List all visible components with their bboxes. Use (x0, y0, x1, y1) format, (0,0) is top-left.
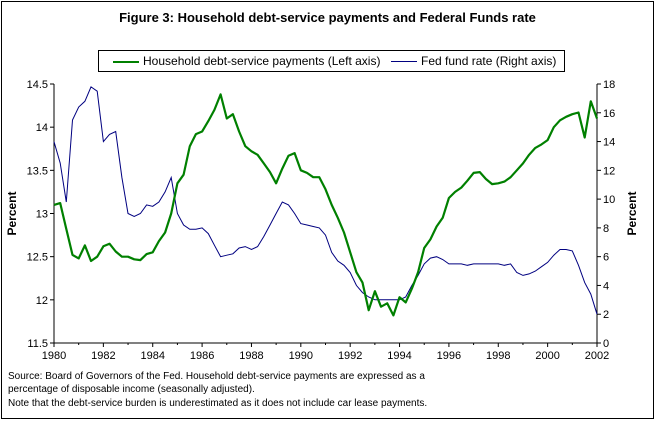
right-tick-label: 4 (603, 280, 609, 292)
left-tick-label: 13.5 (27, 165, 48, 177)
x-tick-label: 1980 (42, 350, 66, 362)
legend-item-fed: Fed fund rate (Right axis) (391, 54, 556, 68)
right-tick-label: 16 (603, 108, 615, 120)
x-tick-label: 1982 (91, 350, 115, 362)
x-tick-label: 1992 (338, 350, 362, 362)
right-tick-label: 18 (603, 79, 615, 91)
x-tick-label: 1984 (140, 350, 164, 362)
right-tick-label: 14 (603, 137, 615, 149)
x-tick-label: 1990 (289, 350, 313, 362)
legend-label-debt: Household debt-service payments (Left ax… (143, 54, 381, 68)
chart-title: Figure 3: Household debt-service payment… (119, 10, 536, 25)
series-marks (53, 86, 599, 317)
right-tick-label: 0 (603, 338, 609, 350)
left-tick-label: 13 (36, 209, 48, 221)
left-tick-label: 14.5 (27, 79, 48, 91)
left-tick-label: 12.5 (27, 252, 48, 264)
legend-swatch-debt (113, 60, 139, 63)
x-tick-label: 1998 (486, 350, 510, 362)
x-tick-label: 1996 (437, 350, 461, 362)
left-tick-label: 11.5 (27, 338, 48, 350)
left-tick-label: 14 (36, 122, 48, 134)
legend-item-debt: Household debt-service payments (Left ax… (113, 54, 380, 68)
x-tick-label: 2000 (535, 350, 559, 362)
legend: Household debt-service payments (Left ax… (98, 50, 565, 72)
x-tick-label: 1988 (239, 350, 263, 362)
right-tick-label: 6 (603, 252, 609, 264)
legend-swatch-fed (391, 61, 417, 63)
right-tick-label: 2 (603, 309, 609, 321)
right-tick-label: 10 (603, 194, 615, 206)
series-line-fed-fund-rate (53, 86, 598, 315)
source-note-line-1: Source: Board of Governors of the Fed. H… (8, 371, 425, 382)
left-axis-title: Percent (5, 191, 19, 235)
axis-labels: 11.5 12 12.5 13 13.5 14 14.5 0 2 4 6 8 10 12 14 16 18 198… (5, 79, 639, 362)
x-tick-label: 2002 (585, 350, 609, 362)
x-tick-label: 1986 (190, 350, 214, 362)
right-axis-title: Percent (625, 191, 639, 235)
axes (50, 83, 601, 347)
source-note-line-3: Note that the debt-service burden is und… (8, 398, 428, 409)
source-note-line-2: percentage of disposable income (seasona… (8, 384, 255, 395)
x-tick-label: 1994 (387, 350, 411, 362)
legend-label-fed: Fed fund rate (Right axis) (421, 54, 557, 68)
left-tick-label: 12 (36, 295, 48, 307)
series-line-debt-service (53, 93, 599, 317)
right-tick-label: 8 (603, 223, 609, 235)
right-tick-label: 12 (603, 165, 615, 177)
